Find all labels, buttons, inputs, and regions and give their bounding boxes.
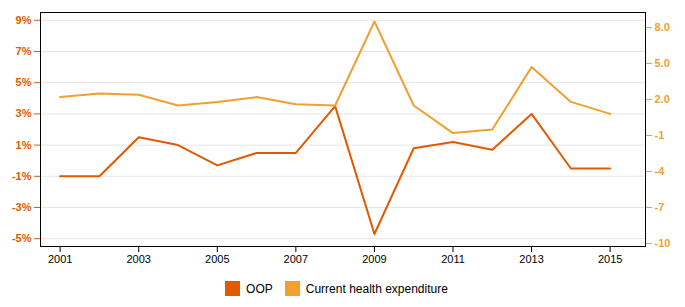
svg-text:3%: 3% bbox=[16, 107, 32, 119]
html-text:OOP: OOP bbox=[246, 281, 273, 296]
svg-text:-5%: -5% bbox=[12, 232, 32, 244]
svg-text:-7: -7 bbox=[655, 201, 665, 213]
svg-text:2015: 2015 bbox=[598, 253, 622, 265]
svg-text:2001: 2001 bbox=[48, 253, 72, 265]
svg-text:-10: -10 bbox=[655, 237, 671, 249]
svg-text:2003: 2003 bbox=[126, 253, 150, 265]
svg-text:-3%: -3% bbox=[12, 201, 32, 213]
svg-text:1%: 1% bbox=[16, 139, 32, 151]
svg-text:2013: 2013 bbox=[519, 253, 543, 265]
svg-text:2007: 2007 bbox=[284, 253, 308, 265]
svg-text:8.0: 8.0 bbox=[655, 21, 670, 33]
html-text:Current health expenditure: Current health expenditure bbox=[305, 281, 448, 296]
svg-text:-1: -1 bbox=[655, 129, 665, 141]
svg-text:2009: 2009 bbox=[362, 253, 386, 265]
svg-text:9%: 9% bbox=[16, 14, 32, 26]
svg-text:5%: 5% bbox=[16, 76, 32, 88]
svg-text:2005: 2005 bbox=[205, 253, 229, 265]
svg-text:-1%: -1% bbox=[12, 170, 32, 182]
svg-text:2011: 2011 bbox=[441, 253, 465, 265]
svg-text:5.0: 5.0 bbox=[655, 57, 670, 69]
svg-text:2.0: 2.0 bbox=[655, 93, 670, 105]
svg-text:-4: -4 bbox=[655, 165, 666, 177]
svg-text:7%: 7% bbox=[16, 45, 32, 57]
